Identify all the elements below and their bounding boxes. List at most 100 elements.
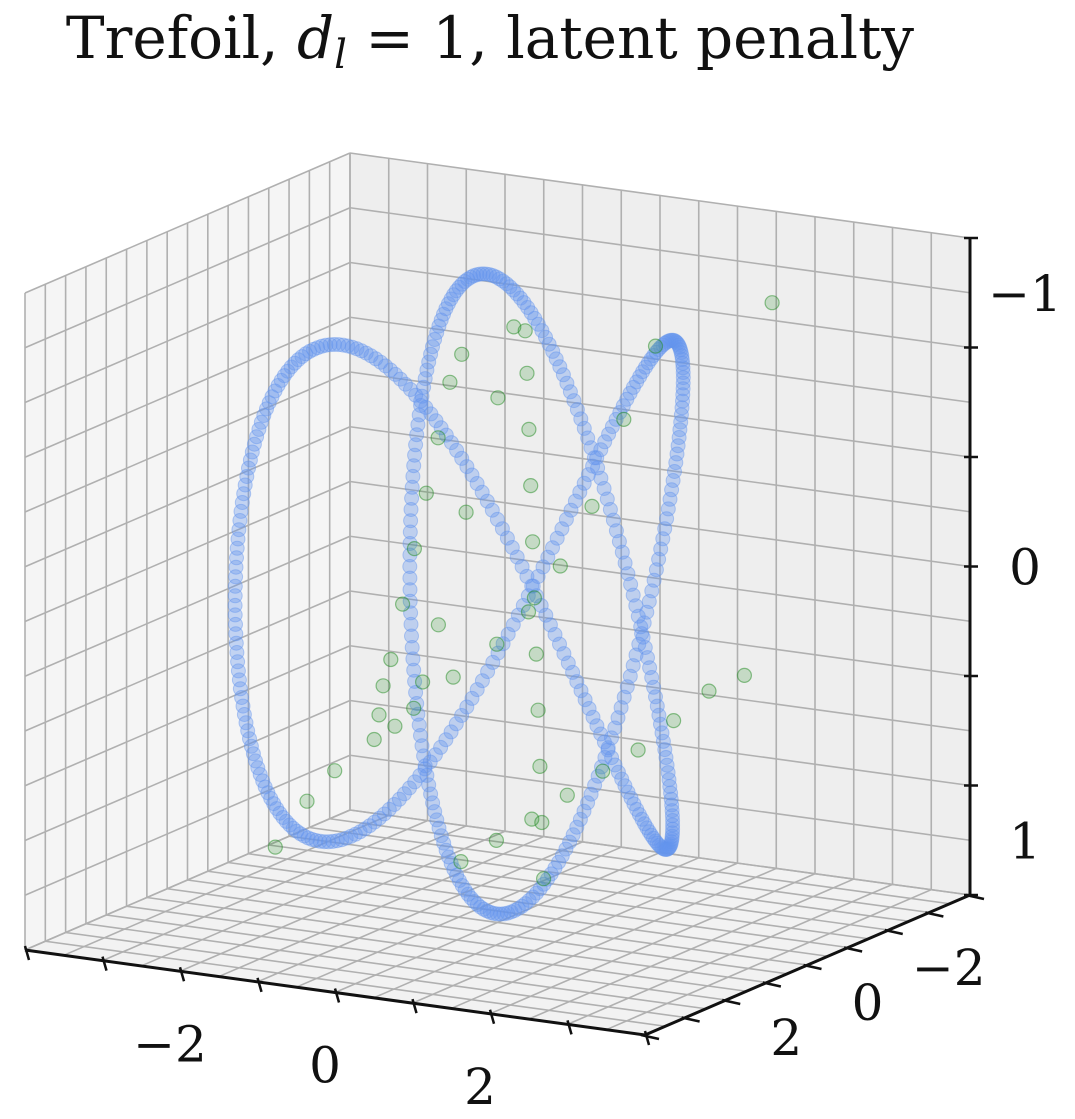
knot-point xyxy=(499,530,515,546)
knot-point xyxy=(242,452,258,468)
latent-point xyxy=(299,793,315,809)
grid-line xyxy=(24,590,351,732)
knot-point xyxy=(489,906,505,922)
knot-point xyxy=(240,723,256,739)
knot-point xyxy=(446,287,462,303)
knot-point xyxy=(527,310,543,326)
knot-point xyxy=(596,734,612,750)
knot-point xyxy=(664,828,680,844)
grid-line xyxy=(567,883,893,1026)
knot-point xyxy=(610,710,626,726)
latent-point xyxy=(458,504,474,520)
grid-line xyxy=(605,888,932,1031)
latent-point xyxy=(506,319,522,335)
knot-point xyxy=(671,337,687,353)
knot-point xyxy=(238,715,254,731)
latent-point xyxy=(418,485,434,501)
knot-point xyxy=(397,376,413,392)
grid-line xyxy=(349,371,971,458)
knot-point xyxy=(649,835,665,851)
knot-point xyxy=(661,839,677,855)
knot-point xyxy=(664,831,680,847)
knot-point xyxy=(403,502,419,517)
knot-point xyxy=(617,778,633,794)
knot-point xyxy=(549,530,565,546)
knot-point xyxy=(347,826,363,842)
knot-point xyxy=(663,332,678,348)
knot-point xyxy=(229,645,245,660)
grid-line xyxy=(65,931,686,1019)
y-tick-mark xyxy=(803,963,822,971)
knot-point xyxy=(559,375,575,391)
knot-point xyxy=(524,578,540,594)
knot-point xyxy=(674,352,690,367)
knot-point xyxy=(416,379,432,395)
grid-line xyxy=(45,940,666,1028)
knot-point xyxy=(614,544,630,560)
knot-point xyxy=(248,753,263,769)
latent-point xyxy=(524,811,540,827)
knot-point xyxy=(607,720,623,736)
knot-point xyxy=(673,407,689,423)
knot-point xyxy=(237,477,253,493)
knot-point xyxy=(433,312,449,328)
y-tick-mark xyxy=(681,1016,700,1023)
knot-point xyxy=(270,378,286,393)
grid-line xyxy=(349,316,971,404)
knot-point xyxy=(619,391,635,407)
knot-point xyxy=(552,359,568,375)
knot-point xyxy=(667,464,682,479)
knot-point xyxy=(626,796,642,812)
latent-point xyxy=(383,651,399,668)
x-tick-mark xyxy=(333,988,341,1003)
knot-point xyxy=(616,689,632,705)
knot-point xyxy=(565,827,581,843)
knot-point xyxy=(454,708,470,723)
knot-point xyxy=(449,442,465,458)
knot-point xyxy=(530,316,546,332)
knot-point xyxy=(287,355,303,371)
knot-point xyxy=(535,559,551,575)
knot-point xyxy=(655,733,671,749)
knot-point xyxy=(230,663,246,679)
knot-point xyxy=(486,905,502,921)
knot-point xyxy=(637,640,653,655)
knot-point xyxy=(294,349,310,365)
knot-point xyxy=(417,758,433,774)
knot-point xyxy=(500,905,516,921)
knot-point xyxy=(545,343,561,359)
knot-point xyxy=(373,354,389,370)
knot-point xyxy=(675,355,691,371)
knot-point xyxy=(230,531,246,547)
knot-point xyxy=(660,765,676,781)
knot-point xyxy=(321,834,336,850)
knot-point xyxy=(672,339,688,355)
knot-point xyxy=(427,332,443,347)
knot-point xyxy=(425,339,440,355)
knot-point xyxy=(459,459,475,475)
latent-point xyxy=(630,742,646,758)
knot-point xyxy=(653,541,669,557)
grid-line xyxy=(167,887,788,975)
knot-point xyxy=(482,267,498,283)
knot-point xyxy=(404,490,420,506)
knot-point xyxy=(623,576,639,592)
knot-point xyxy=(551,854,567,870)
knot-point xyxy=(590,460,606,476)
latent-point xyxy=(764,295,780,311)
knot-point xyxy=(668,334,684,350)
knot-point xyxy=(675,375,691,391)
knot-point xyxy=(668,455,684,471)
knot-point xyxy=(674,400,690,416)
knot-point xyxy=(469,897,485,912)
y-tick-mark xyxy=(640,1033,660,1041)
z-tick-label: 0 xyxy=(1009,539,1041,597)
knot-point xyxy=(239,469,255,484)
latent-point xyxy=(430,617,446,633)
knot-point xyxy=(504,540,520,555)
latent-point xyxy=(535,871,552,887)
knot-point xyxy=(629,374,645,390)
knot-point xyxy=(665,813,681,828)
knot-point xyxy=(525,889,541,905)
knot-point xyxy=(256,408,272,423)
